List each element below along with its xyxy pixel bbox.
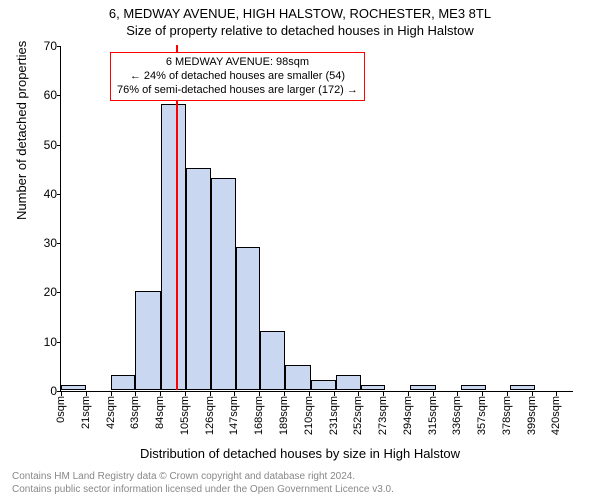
histogram-bar — [461, 385, 486, 390]
histogram-bar — [61, 385, 86, 390]
x-axis-label: Distribution of detached houses by size … — [0, 446, 600, 461]
chart-area: 0102030405060700sqm21sqm42sqm63sqm84sqm1… — [60, 46, 573, 392]
footer-line2: Contains public sector information licen… — [12, 484, 394, 497]
y-tick-mark — [57, 46, 61, 47]
x-tick-label: 420sqm — [550, 396, 562, 435]
x-tick-label: 315sqm — [427, 396, 439, 435]
y-axis-label: Number of detached properties — [14, 41, 29, 220]
x-tick-label: 147sqm — [228, 396, 240, 435]
histogram-bar — [186, 168, 211, 390]
y-tick-mark — [57, 194, 61, 195]
x-tick-label: 0sqm — [55, 396, 67, 423]
y-tick-label: 40 — [31, 187, 57, 201]
x-tick-label: 294sqm — [402, 396, 414, 435]
histogram-bar — [361, 385, 386, 390]
x-tick-label: 189sqm — [278, 396, 290, 435]
y-tick-label: 30 — [31, 236, 57, 250]
y-tick-label: 50 — [31, 138, 57, 152]
histogram-bar — [410, 385, 436, 390]
y-tick-label: 10 — [31, 335, 57, 349]
y-tick-label: 20 — [31, 285, 57, 299]
x-tick-label: 357sqm — [476, 396, 488, 435]
chart-title-line2: Size of property relative to detached ho… — [0, 21, 600, 38]
y-tick-label: 0 — [31, 384, 57, 398]
x-tick-label: 63sqm — [129, 396, 141, 429]
histogram-bar — [336, 375, 361, 390]
x-tick-label: 84sqm — [154, 396, 166, 429]
y-tick-mark — [57, 95, 61, 96]
chart-title-line1: 6, MEDWAY AVENUE, HIGH HALSTOW, ROCHESTE… — [0, 0, 600, 21]
x-tick-label: 399sqm — [526, 396, 538, 435]
histogram-bar — [135, 291, 161, 390]
y-tick-label: 70 — [31, 39, 57, 53]
x-tick-label: 336sqm — [451, 396, 463, 435]
chart-container: 6, MEDWAY AVENUE, HIGH HALSTOW, ROCHESTE… — [0, 0, 600, 500]
x-tick-label: 126sqm — [204, 396, 216, 435]
y-tick-mark — [57, 145, 61, 146]
histogram-bar — [111, 375, 136, 390]
histogram-bar — [311, 380, 336, 390]
x-tick-label: 168sqm — [253, 396, 265, 435]
y-tick-label: 60 — [31, 88, 57, 102]
histogram-bar — [161, 104, 186, 390]
histogram-bar — [510, 385, 535, 390]
x-tick-label: 210sqm — [303, 396, 315, 435]
y-tick-mark — [57, 292, 61, 293]
annotation-box: 6 MEDWAY AVENUE: 98sqm ← 24% of detached… — [110, 52, 365, 101]
annotation-line2: ← 24% of detached houses are smaller (54… — [117, 70, 358, 84]
y-tick-mark — [57, 243, 61, 244]
histogram-bar — [285, 365, 311, 390]
x-tick-label: 252sqm — [352, 396, 364, 435]
histogram-bar — [211, 178, 236, 390]
annotation-line1: 6 MEDWAY AVENUE: 98sqm — [117, 56, 358, 70]
x-tick-label: 231sqm — [328, 396, 340, 435]
x-tick-label: 273sqm — [377, 396, 389, 435]
x-tick-label: 21sqm — [80, 396, 92, 429]
annotation-line3: 76% of semi-detached houses are larger (… — [117, 84, 358, 98]
y-tick-mark — [57, 342, 61, 343]
footer-line1: Contains HM Land Registry data © Crown c… — [12, 471, 394, 484]
footer-attribution: Contains HM Land Registry data © Crown c… — [12, 471, 394, 496]
histogram-bar — [236, 247, 261, 390]
x-tick-label: 42sqm — [105, 396, 117, 429]
x-tick-label: 105sqm — [179, 396, 191, 435]
histogram-bar — [260, 331, 285, 390]
x-tick-label: 378sqm — [501, 396, 513, 435]
